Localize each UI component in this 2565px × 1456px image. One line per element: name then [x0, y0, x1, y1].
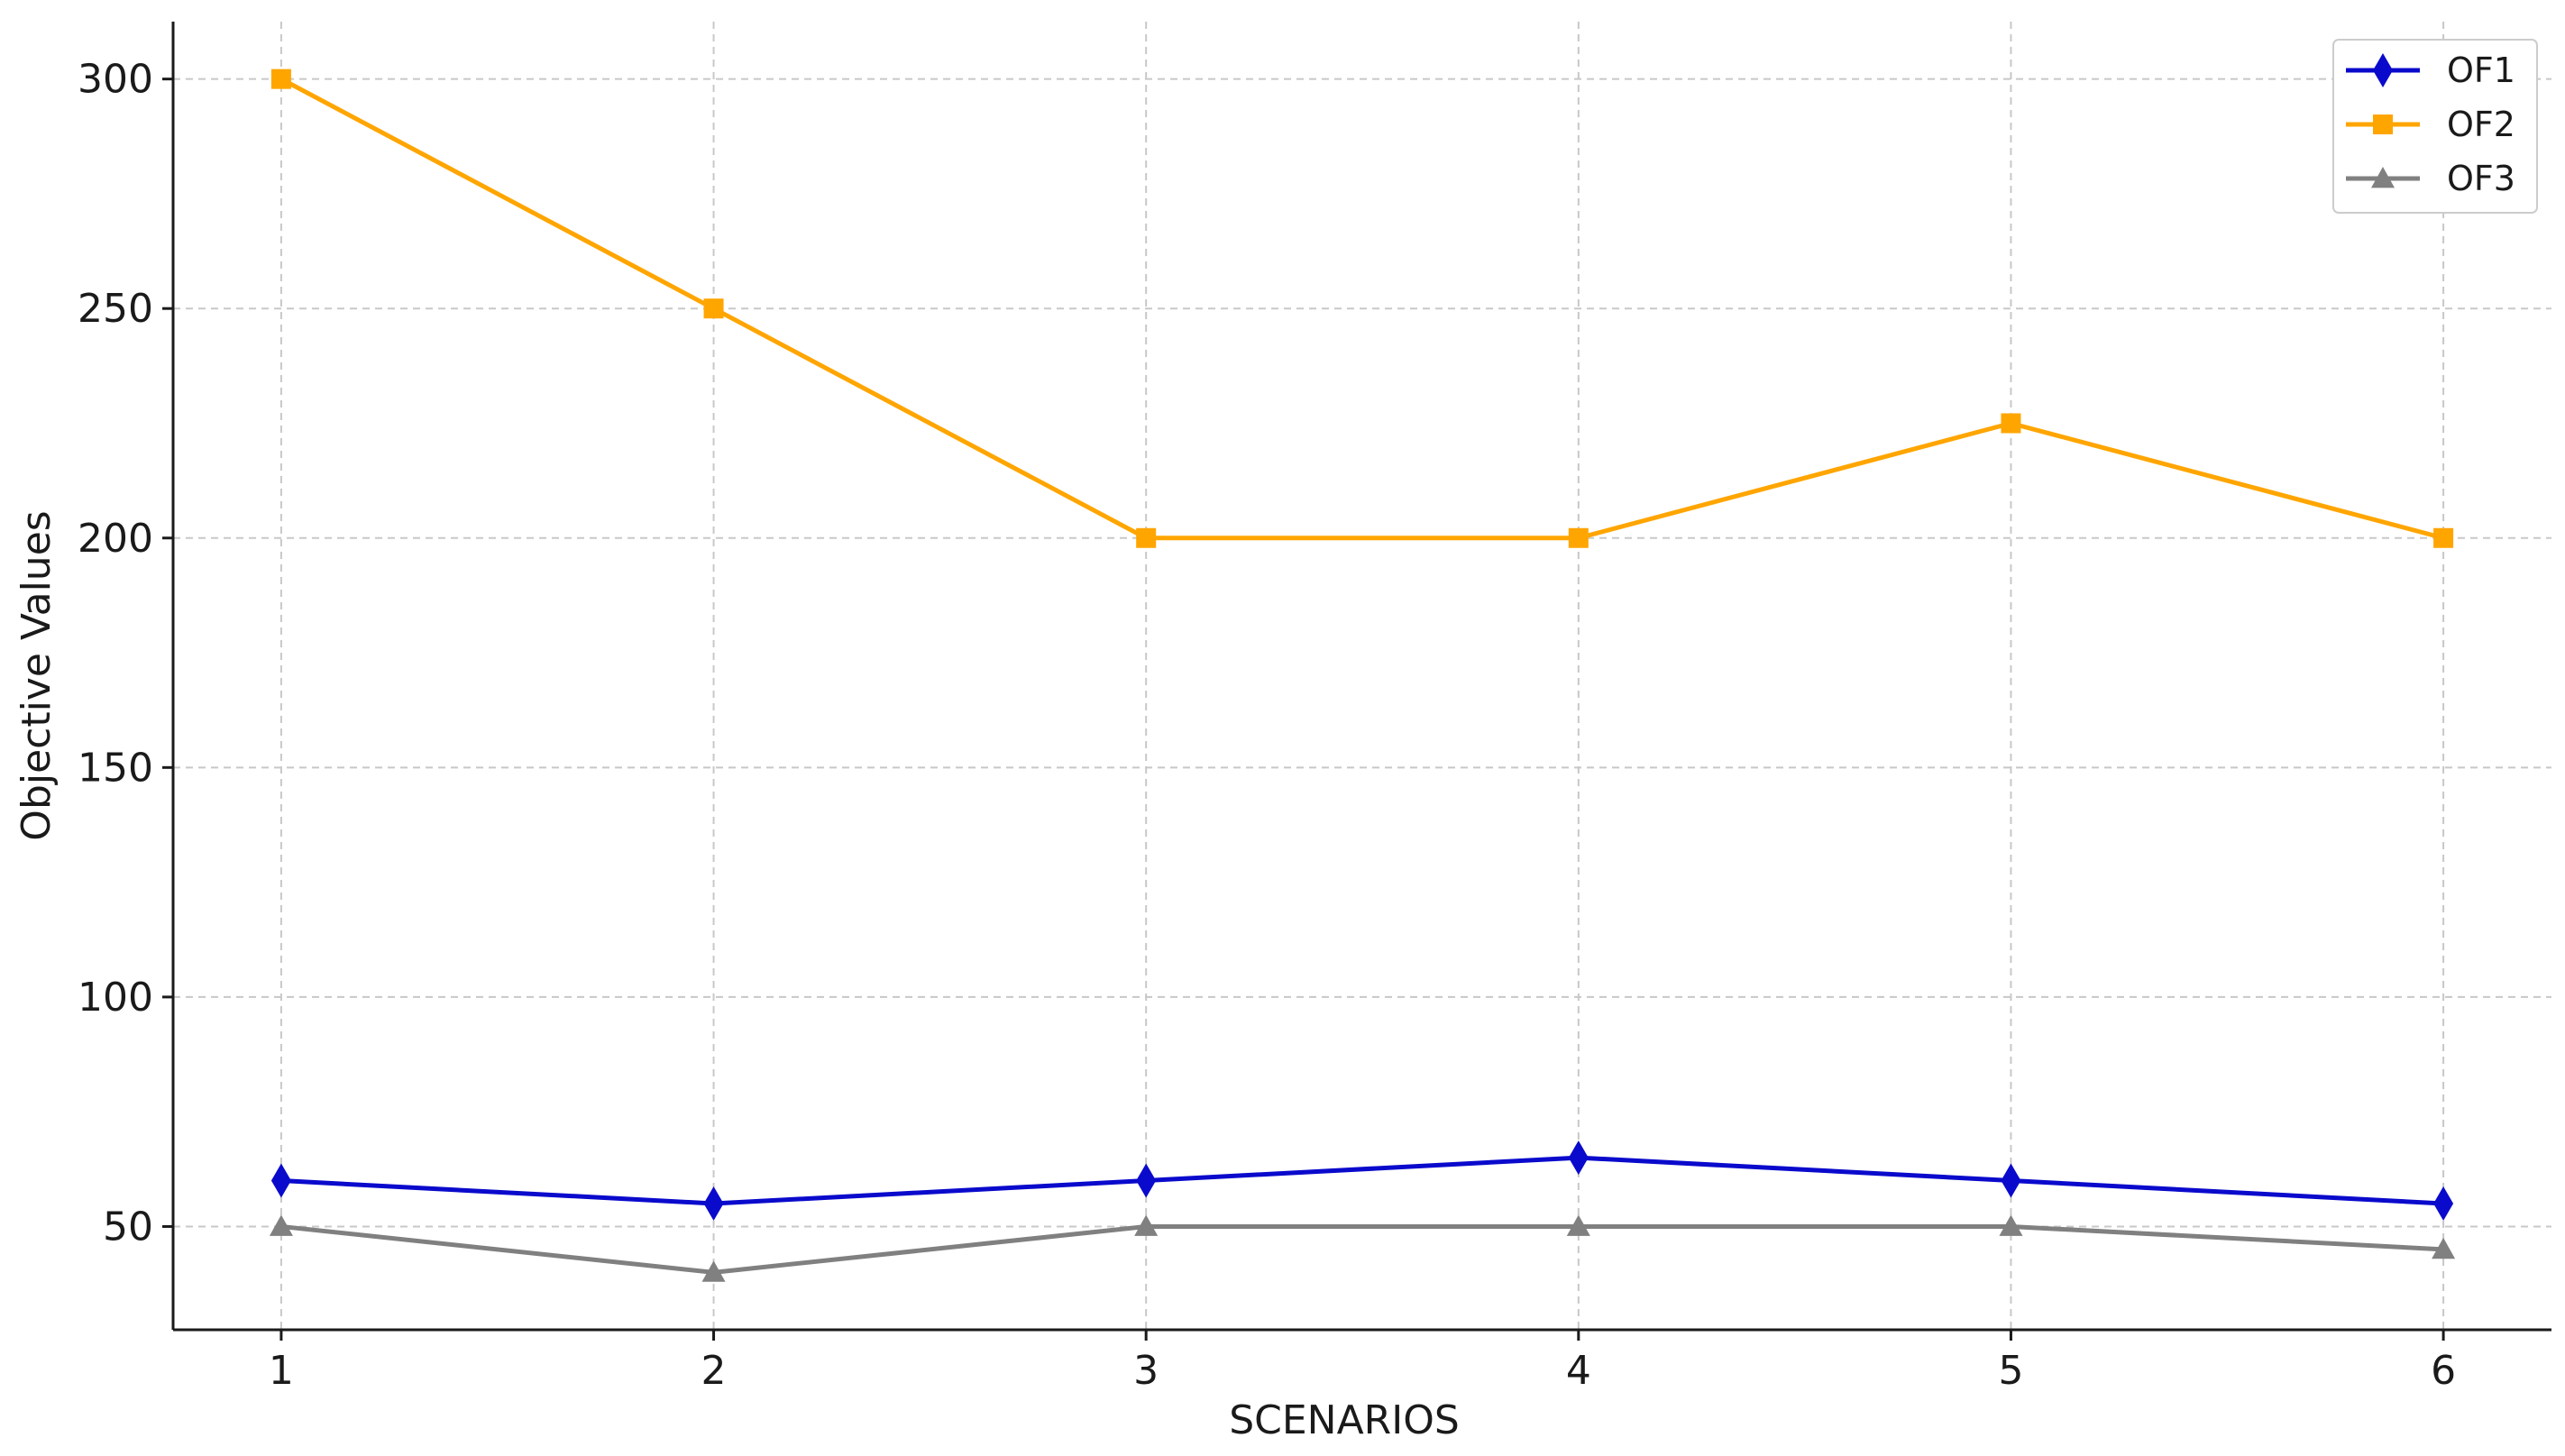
y-tick-label: 50: [103, 1204, 153, 1250]
of2-point: [1568, 527, 1589, 548]
of3-point: [1999, 1214, 2023, 1236]
series-of2: [270, 69, 2454, 548]
series-layer: [269, 69, 2456, 1282]
legend-item-of3: OF3: [2346, 159, 2515, 198]
x-tick-label: 5: [1998, 1348, 2023, 1394]
of2-point: [270, 69, 291, 89]
y-axis-label: Objective Values: [14, 510, 60, 840]
x-tick-label: 4: [1566, 1348, 1591, 1394]
of1-point: [270, 1163, 291, 1198]
series-of1: [270, 1140, 2454, 1221]
legend-marker: [2371, 167, 2395, 188]
legend-label: OF2: [2447, 105, 2515, 144]
of1-line: [280, 1155, 2444, 1206]
of1-point: [703, 1186, 724, 1221]
y-tick-label: 250: [78, 286, 153, 332]
series-of3: [269, 1214, 2456, 1282]
y-tick-label: 300: [78, 57, 153, 103]
y-tick-label: 150: [78, 745, 153, 791]
of2-line: [279, 77, 2444, 541]
legend: OF1 OF2 OF3: [2332, 39, 2538, 214]
of1-point: [1568, 1140, 1589, 1176]
of1-point: [2001, 1163, 2021, 1198]
axes: 1 2 3 4 5 6 50 100 150 200 250 300 SCENARIOS Objectiv…: [14, 22, 2551, 1443]
y-tick-label: 200: [78, 516, 153, 562]
grid: [173, 22, 2551, 1330]
of3-point: [1134, 1214, 1159, 1236]
y-tick-label: 100: [78, 975, 153, 1021]
legend-item-of1: OF1: [2346, 50, 2515, 90]
legend-marker: [2373, 53, 2393, 87]
of2-point: [703, 298, 724, 319]
of3-point: [701, 1260, 726, 1282]
of2-point: [1136, 527, 1157, 548]
x-tick-label: 6: [2431, 1348, 2456, 1394]
x-tick-label: 1: [269, 1348, 294, 1394]
legend-item-of2: OF2: [2346, 105, 2515, 144]
legend-marker: [2373, 114, 2393, 134]
of3-point: [269, 1214, 293, 1236]
of1-point: [2433, 1186, 2454, 1221]
of2-point: [2433, 527, 2454, 548]
of3-point: [1566, 1214, 1590, 1236]
x-tick-label: 2: [701, 1348, 727, 1394]
of2-point: [2001, 413, 2021, 434]
of1-point: [1136, 1163, 1157, 1198]
x-axis-label: SCENARIOS: [1229, 1397, 1460, 1443]
legend-label: OF1: [2447, 50, 2515, 90]
of3-line: [280, 1223, 2444, 1275]
x-tick-label: 3: [1133, 1348, 1159, 1394]
of3-point: [2432, 1237, 2456, 1259]
legend-label: OF3: [2447, 159, 2515, 198]
